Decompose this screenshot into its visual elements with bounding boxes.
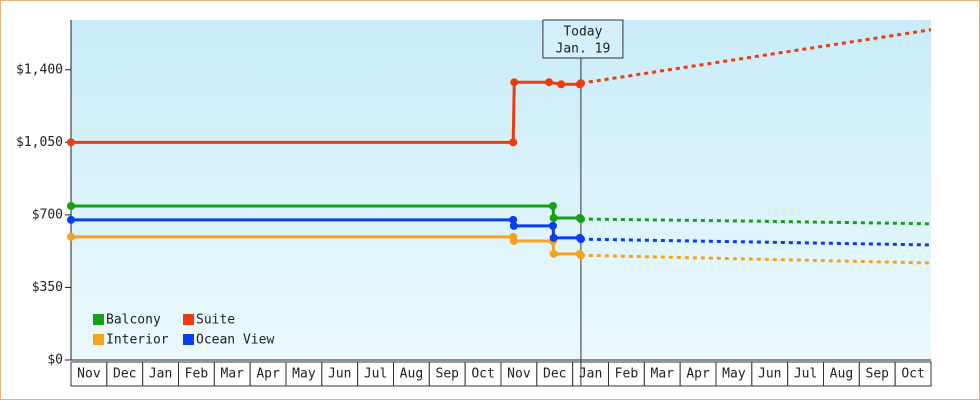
point xyxy=(576,215,585,224)
point xyxy=(549,233,558,242)
x-tick-label: Apr xyxy=(686,367,710,382)
legend-label: Interior xyxy=(106,333,169,348)
point xyxy=(557,80,566,89)
legend-label: Suite xyxy=(196,313,235,328)
legend-label: Ocean View xyxy=(196,333,274,348)
y-tick-label: $700 xyxy=(32,207,63,222)
month-cell xyxy=(142,361,180,387)
month-cell xyxy=(715,361,753,387)
today-label: Today xyxy=(563,25,602,40)
month-cell xyxy=(679,361,717,387)
point xyxy=(548,201,557,210)
point xyxy=(67,138,75,147)
month-cell xyxy=(464,361,502,387)
x-tick-label: Nov xyxy=(77,367,101,382)
month-cell xyxy=(321,361,359,387)
plot-area xyxy=(71,20,931,360)
point xyxy=(576,251,585,260)
month-cell xyxy=(393,361,430,387)
month-cell xyxy=(858,361,896,387)
x-tick-label: Oct xyxy=(901,367,924,382)
x-tick-label: Aug xyxy=(400,367,423,382)
x-tick-label: Nov xyxy=(507,367,531,382)
legend-label: Balcony xyxy=(106,313,161,328)
point xyxy=(509,215,518,224)
forecast-line xyxy=(580,28,932,85)
forecast-line xyxy=(580,217,932,226)
point xyxy=(576,79,585,88)
point xyxy=(509,138,518,147)
forecast-line xyxy=(580,253,932,265)
x-tick-label: Feb xyxy=(185,367,209,382)
month-cell xyxy=(213,361,251,387)
x-tick-label: Mar xyxy=(221,367,245,382)
x-tick-label: Dec xyxy=(113,367,136,382)
x-tick-label: Jan xyxy=(149,367,172,382)
x-tick-label: Jun xyxy=(328,367,351,382)
month-cell xyxy=(751,361,789,387)
x-tick-label: Oct xyxy=(471,367,494,382)
x-tick-label: May xyxy=(292,367,316,382)
y-tick-label: $0 xyxy=(47,353,63,368)
point xyxy=(549,213,558,222)
today-box xyxy=(542,19,624,59)
point xyxy=(67,232,75,241)
point xyxy=(549,249,558,258)
month-cell xyxy=(70,361,108,387)
legend-swatch xyxy=(183,334,194,345)
point xyxy=(548,221,557,230)
forecast-line xyxy=(580,237,932,247)
month-cell xyxy=(572,361,610,387)
today-label: Jan. 19 xyxy=(556,42,611,57)
legend-swatch xyxy=(93,314,104,325)
y-tick-label: $350 xyxy=(32,280,63,295)
month-cell xyxy=(178,361,215,387)
x-tick-label: Mar xyxy=(651,367,675,382)
x-tick-label: Feb xyxy=(615,367,639,382)
x-tick-label: Sep xyxy=(436,367,460,382)
y-tick-label: $1,400 xyxy=(16,62,63,77)
month-cell xyxy=(608,361,645,387)
point xyxy=(509,221,518,230)
month-cell xyxy=(823,361,860,387)
month-cell xyxy=(787,361,825,387)
x-tick-label: Apr xyxy=(256,367,280,382)
legend-swatch xyxy=(183,314,194,325)
legend-swatch xyxy=(93,334,104,345)
x-tick-label: Dec xyxy=(543,367,566,382)
point xyxy=(545,78,554,87)
month-cell xyxy=(500,361,538,387)
point xyxy=(510,78,519,87)
x-tick-label: Jul xyxy=(364,367,387,382)
y-tick-label: $1,050 xyxy=(16,135,63,150)
point xyxy=(67,215,75,224)
x-tick-label: Jun xyxy=(758,367,781,382)
x-tick-label: Aug xyxy=(830,367,853,382)
month-cell xyxy=(894,361,932,387)
point xyxy=(509,237,518,245)
point xyxy=(67,201,75,210)
month-cell xyxy=(106,361,144,387)
x-tick-label: Sep xyxy=(866,367,890,382)
x-tick-label: Jan xyxy=(579,367,602,382)
x-tick-label: May xyxy=(722,367,746,382)
point xyxy=(576,235,585,244)
x-tick-label: Jul xyxy=(794,367,817,382)
